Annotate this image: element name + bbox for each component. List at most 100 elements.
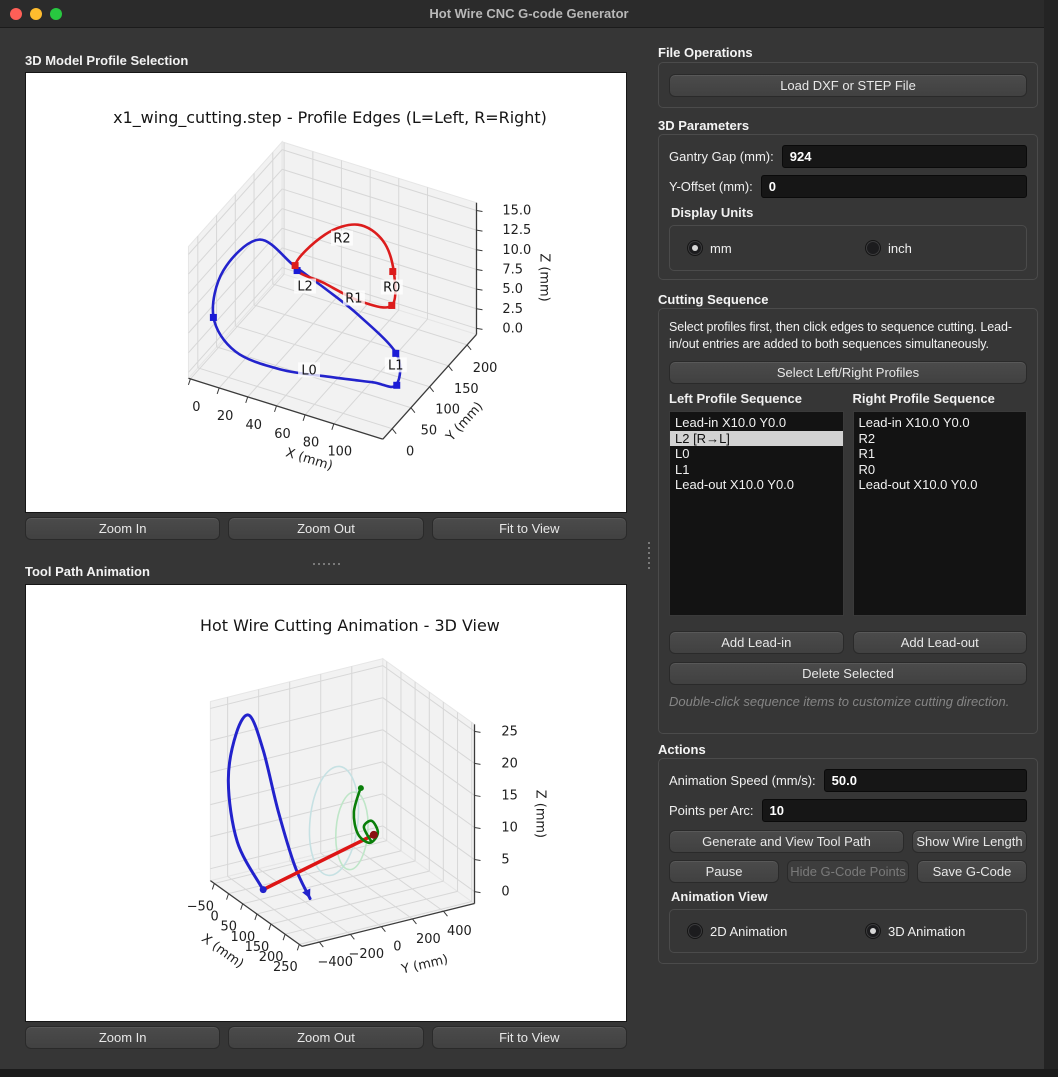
svg-text:x1_wing_cutting.step - Profile: x1_wing_cutting.step - Profile Edges (L=…	[113, 108, 547, 128]
right-sequence-listbox[interactable]: Lead-in X10.0 Y0.0 R2 R1 R0 Lead-out X10.0 Y…	[852, 411, 1027, 616]
pause-button[interactable]: Pause	[669, 860, 779, 883]
profile-plot-figure[interactable]: 0 20 40 60 80 100 0 50 100 150 200 0.0 2.5 5.0 7.5 10.0…	[26, 73, 626, 512]
profile-zoom-in-button[interactable]: Zoom In	[25, 517, 221, 540]
radio-icon	[688, 241, 702, 255]
radio-units-mm[interactable]: mm	[670, 241, 848, 256]
svg-text:50: 50	[421, 424, 437, 439]
minimize-window-button[interactable]	[30, 8, 42, 20]
display-units-group: mm inch	[669, 225, 1027, 271]
gantry-gap-label: Gantry Gap (mm):	[669, 149, 774, 164]
sequence-item[interactable]: Lead-out X10.0 Y0.0	[858, 477, 978, 492]
save-gcode-button[interactable]: Save G-Code	[917, 860, 1027, 883]
animation-zoom-in-button[interactable]: Zoom In	[25, 1026, 221, 1049]
svg-text:R0: R0	[383, 280, 400, 295]
svg-text:0.0: 0.0	[502, 321, 523, 336]
sequence-item[interactable]: R1	[858, 446, 876, 461]
horizontal-splitter-handle[interactable]	[25, 559, 627, 568]
svg-text:2.5: 2.5	[502, 302, 523, 317]
sequence-hint: Double-click sequence items to customize…	[669, 694, 1010, 709]
sequence-item[interactable]: R2	[858, 430, 876, 446]
add-lead-out-button[interactable]: Add Lead-out	[852, 631, 1027, 654]
points-per-arc-input[interactable]	[761, 799, 1027, 822]
svg-text:15: 15	[501, 788, 517, 803]
svg-text:Hot Wire Cutting Animation - 3: Hot Wire Cutting Animation - 3D View	[200, 616, 500, 635]
load-file-button[interactable]: Load DXF or STEP File	[669, 74, 1027, 97]
svg-text:0: 0	[192, 400, 200, 415]
svg-text:60: 60	[274, 427, 290, 442]
sequence-item[interactable]: Lead-in X10.0 Y0.0	[675, 415, 787, 430]
svg-text:L0: L0	[301, 363, 316, 378]
delete-selected-button[interactable]: Delete Selected	[669, 662, 1027, 685]
svg-text:Z (mm): Z (mm)	[532, 790, 547, 838]
svg-text:50: 50	[220, 920, 236, 935]
radio-icon	[866, 924, 880, 938]
svg-text:0: 0	[393, 940, 401, 955]
svg-text:−200: −200	[349, 947, 385, 962]
show-wire-length-button[interactable]: Show Wire Length	[912, 830, 1027, 853]
sequence-item[interactable]: Lead-out X10.0 Y0.0	[675, 477, 795, 492]
window-title: Hot Wire CNC G-code Generator	[429, 6, 629, 21]
zoom-window-button[interactable]	[50, 8, 62, 20]
svg-text:15.0: 15.0	[502, 203, 531, 218]
svg-text:5.0: 5.0	[502, 282, 523, 297]
sequence-item[interactable]: L0	[675, 446, 690, 461]
svg-text:400: 400	[447, 924, 472, 939]
animation-view-label: Animation View	[671, 889, 768, 904]
svg-text:R2: R2	[333, 232, 350, 247]
profile-fit-to-view-button[interactable]: Fit to View	[431, 517, 627, 540]
svg-text:200: 200	[473, 361, 498, 376]
svg-text:25: 25	[501, 724, 517, 739]
radio-3d-animation[interactable]: 3D Animation	[848, 924, 1026, 939]
y-offset-input[interactable]	[760, 175, 1027, 198]
hide-gcode-points-button[interactable]: Hide G-Code Points	[787, 860, 909, 883]
radio-units-inch-label: inch	[888, 240, 912, 256]
svg-text:100: 100	[231, 930, 256, 945]
svg-text:150: 150	[454, 382, 479, 397]
svg-text:7.5: 7.5	[502, 262, 523, 277]
sequence-item[interactable]: L2 [R→L]	[670, 430, 843, 446]
actions-group: Animation Speed (mm/s): Points per Arc: …	[658, 758, 1038, 964]
radio-units-inch[interactable]: inch	[848, 241, 1026, 256]
sequence-item[interactable]: Lead-in X10.0 Y0.0	[858, 415, 970, 430]
profile-plot-canvas[interactable]: 0 20 40 60 80 100 0 50 100 150 200 0.0 2.5 5.0 7.5 10.0…	[25, 72, 627, 513]
svg-text:Y (mm): Y (mm)	[399, 952, 449, 977]
add-lead-in-button[interactable]: Add Lead-in	[669, 631, 844, 654]
vertical-splitter-handle[interactable]	[644, 537, 653, 573]
left-sequence-label: Left Profile Sequence	[669, 391, 802, 406]
generate-tool-path-button[interactable]: Generate and View Tool Path	[669, 830, 904, 853]
close-window-button[interactable]	[10, 8, 22, 20]
animation-speed-input[interactable]	[823, 769, 1027, 792]
animation-zoom-out-button[interactable]: Zoom Out	[228, 1026, 424, 1049]
svg-text:100: 100	[435, 403, 460, 418]
svg-text:0: 0	[210, 910, 218, 925]
svg-text:250: 250	[273, 960, 298, 975]
radio-2d-animation[interactable]: 2D Animation	[670, 924, 848, 939]
parameters-3d-label: 3D Parameters	[658, 118, 750, 133]
animation-section-heading: Tool Path Animation	[25, 564, 150, 579]
sequence-item[interactable]: R0	[858, 461, 876, 477]
svg-text:20: 20	[501, 756, 517, 771]
svg-text:150: 150	[245, 940, 270, 955]
sequence-item[interactable]: L1	[675, 461, 690, 477]
svg-text:0: 0	[406, 445, 414, 460]
svg-text:R1: R1	[345, 291, 362, 306]
actions-label: Actions	[658, 742, 706, 757]
select-profiles-button[interactable]: Select Left/Right Profiles	[669, 361, 1027, 384]
svg-text:Z (mm): Z (mm)	[536, 253, 551, 301]
svg-text:200: 200	[416, 932, 441, 947]
svg-text:L1: L1	[388, 358, 403, 373]
gantry-gap-input[interactable]	[781, 145, 1027, 168]
radio-icon	[688, 924, 702, 938]
animation-fit-to-view-button[interactable]: Fit to View	[431, 1026, 627, 1049]
right-sequence-label: Right Profile Sequence	[852, 391, 995, 406]
animation-plot-canvas[interactable]: −50 0 50 100 150 200 250 −400 −200 0 200 400 0 5 10 15 2…	[25, 584, 627, 1022]
cutting-sequence-label: Cutting Sequence	[658, 292, 769, 307]
svg-text:0: 0	[501, 885, 509, 900]
profile-zoom-out-button[interactable]: Zoom Out	[228, 517, 424, 540]
parameters-3d-group: Gantry Gap (mm): Y-Offset (mm): Display …	[658, 134, 1038, 280]
left-sequence-listbox[interactable]: Lead-in X10.0 Y0.0 L2 [R→L] L0 L1 Lead-out X…	[669, 411, 844, 616]
radio-units-mm-label: mm	[710, 240, 732, 256]
display-units-label: Display Units	[671, 205, 754, 220]
